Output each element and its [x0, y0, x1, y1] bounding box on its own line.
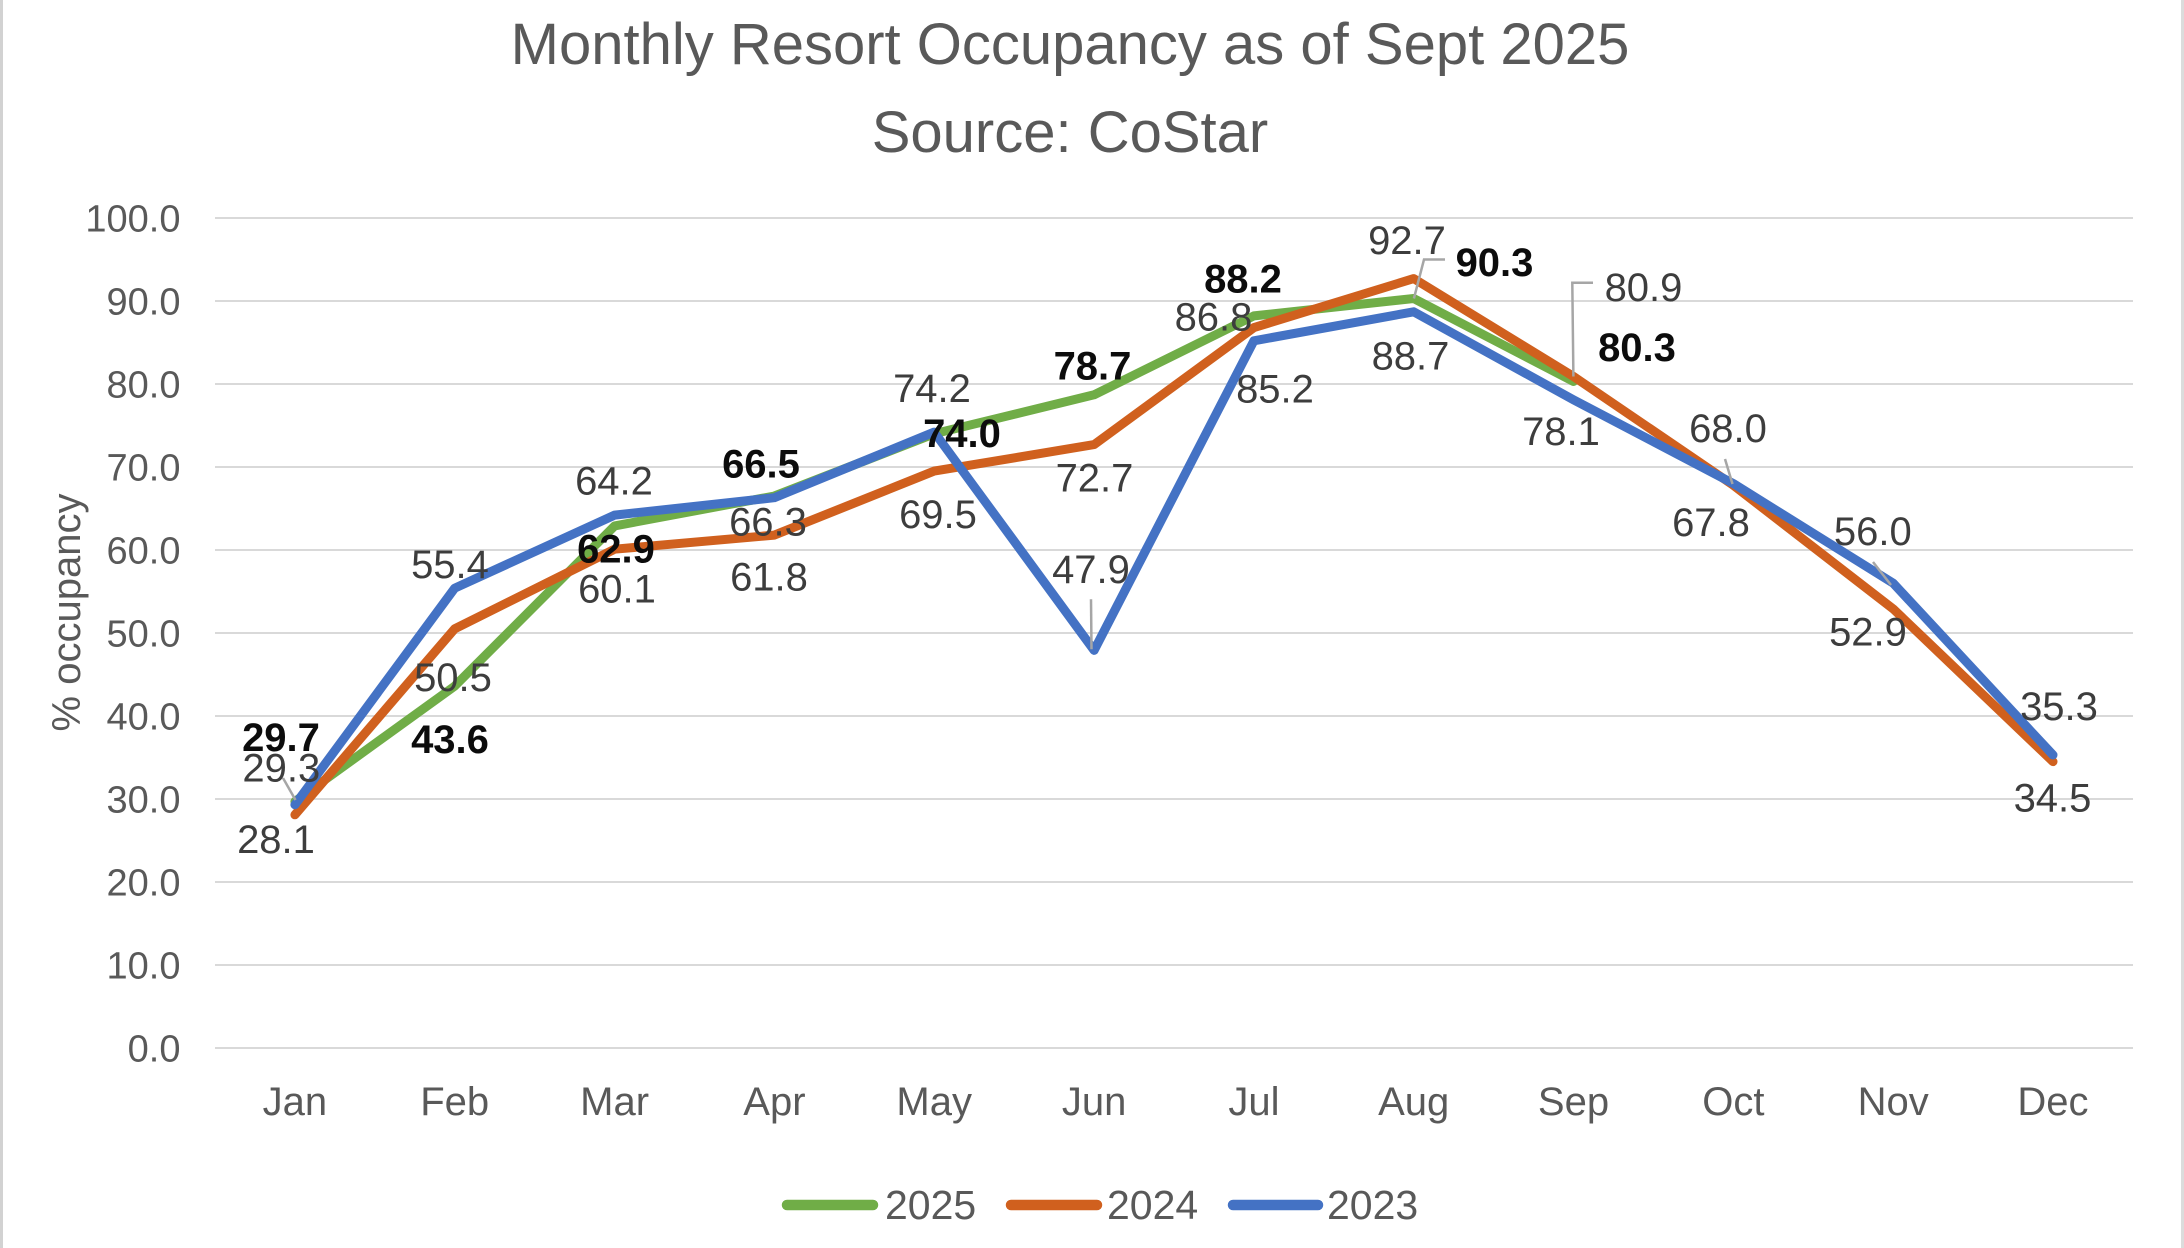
svg-text:90.3: 90.3 — [1456, 241, 1534, 285]
svg-text:40.0: 40.0 — [107, 697, 181, 739]
svg-text:80.3: 80.3 — [1598, 326, 1676, 370]
svg-text:67.8: 67.8 — [1672, 501, 1750, 545]
svg-text:Mar: Mar — [580, 1080, 649, 1124]
svg-text:29.7: 29.7 — [242, 716, 320, 760]
svg-text:47.9: 47.9 — [1052, 548, 1130, 592]
svg-text:% occupancy: % occupancy — [45, 494, 89, 732]
svg-text:28.1: 28.1 — [237, 818, 315, 862]
svg-text:62.9: 62.9 — [577, 528, 655, 572]
svg-text:50.0: 50.0 — [107, 614, 181, 656]
svg-text:52.9: 52.9 — [1829, 611, 1907, 655]
svg-text:88.2: 88.2 — [1204, 258, 1282, 302]
svg-text:29.3: 29.3 — [242, 747, 320, 791]
svg-text:Dec: Dec — [2017, 1080, 2088, 1124]
svg-text:30.0: 30.0 — [107, 780, 181, 822]
svg-text:86.8: 86.8 — [1175, 296, 1253, 340]
svg-text:61.8: 61.8 — [730, 556, 808, 600]
svg-text:88.7: 88.7 — [1372, 335, 1450, 379]
svg-text:Source: CoStar: Source: CoStar — [872, 100, 1269, 165]
svg-text:64.2: 64.2 — [575, 460, 653, 504]
svg-text:70.0: 70.0 — [107, 448, 181, 490]
svg-text:10.0: 10.0 — [107, 946, 181, 988]
svg-text:68.0: 68.0 — [1689, 407, 1767, 451]
svg-text:May: May — [896, 1080, 972, 1124]
svg-text:74.2: 74.2 — [893, 367, 971, 411]
svg-text:100.0: 100.0 — [85, 199, 180, 241]
svg-text:35.3: 35.3 — [2020, 685, 2098, 729]
svg-text:60.1: 60.1 — [578, 568, 656, 612]
svg-text:Oct: Oct — [1702, 1080, 1764, 1124]
svg-text:43.6: 43.6 — [411, 718, 489, 762]
svg-text:Aug: Aug — [1378, 1080, 1449, 1124]
svg-text:74.0: 74.0 — [923, 412, 1001, 456]
svg-text:2025: 2025 — [885, 1182, 976, 1228]
svg-text:0.0: 0.0 — [128, 1029, 181, 1071]
svg-text:20.0: 20.0 — [107, 863, 181, 905]
svg-text:78.1: 78.1 — [1522, 410, 1600, 454]
svg-text:60.0: 60.0 — [107, 531, 181, 573]
svg-text:92.7: 92.7 — [1368, 219, 1446, 263]
svg-text:78.7: 78.7 — [1054, 345, 1132, 389]
svg-text:Apr: Apr — [743, 1080, 805, 1124]
svg-text:66.3: 66.3 — [729, 501, 807, 545]
svg-text:50.5: 50.5 — [414, 656, 492, 700]
svg-text:2024: 2024 — [1107, 1182, 1198, 1228]
svg-text:Jan: Jan — [263, 1080, 328, 1124]
svg-text:Sep: Sep — [1538, 1080, 1609, 1124]
svg-text:55.4: 55.4 — [411, 543, 489, 587]
svg-text:66.5: 66.5 — [722, 443, 800, 487]
svg-text:Monthly Resort Occupancy as of: Monthly Resort Occupancy as of Sept 2025 — [511, 12, 1630, 77]
svg-text:56.0: 56.0 — [1834, 510, 1912, 554]
svg-text:2023: 2023 — [1327, 1182, 1418, 1228]
svg-text:Feb: Feb — [420, 1080, 489, 1124]
svg-text:Jun: Jun — [1062, 1080, 1127, 1124]
svg-text:69.5: 69.5 — [899, 493, 977, 537]
svg-text:Jul: Jul — [1228, 1080, 1279, 1124]
svg-text:85.2: 85.2 — [1236, 368, 1314, 412]
svg-text:90.0: 90.0 — [107, 282, 181, 324]
svg-text:34.5: 34.5 — [2014, 777, 2092, 821]
svg-text:80.9: 80.9 — [1605, 266, 1683, 310]
svg-text:72.7: 72.7 — [1056, 457, 1134, 501]
svg-text:Nov: Nov — [1858, 1080, 1929, 1124]
svg-text:80.0: 80.0 — [107, 365, 181, 407]
